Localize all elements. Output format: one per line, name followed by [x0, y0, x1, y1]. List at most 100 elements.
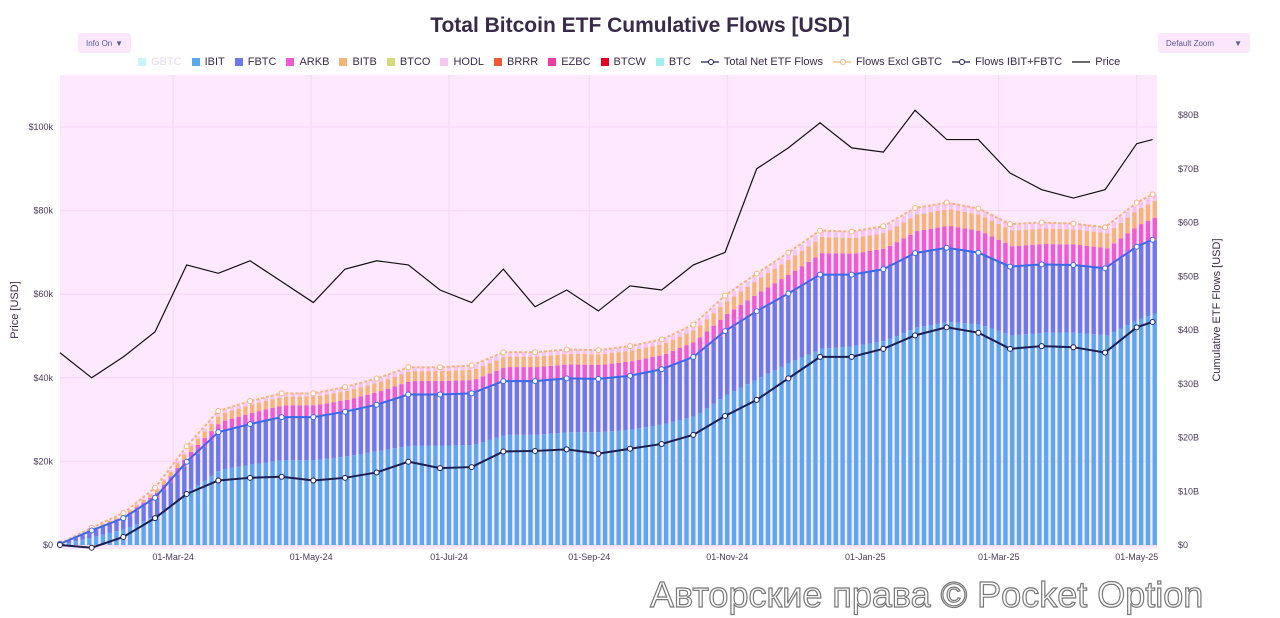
bar-ibit — [256, 463, 262, 545]
bar-fbtc — [148, 502, 153, 519]
bar-arkb — [697, 337, 703, 354]
bar-arkb — [1132, 228, 1137, 250]
bar-hodl — [948, 203, 954, 210]
bar-ibit — [704, 408, 710, 545]
bar-fbtc — [1037, 264, 1042, 334]
info-dropdown[interactable]: Info On ▼ — [78, 33, 131, 53]
bar-ibit — [643, 427, 648, 545]
bar-bitb — [623, 351, 628, 362]
bar-fbtc — [1010, 266, 1015, 336]
legend-item[interactable]: BTCO — [386, 56, 430, 68]
left-tick-label: $40k — [33, 373, 53, 383]
bar-arkb — [921, 229, 927, 252]
legend-item[interactable]: Flows Excl GBTC — [832, 56, 942, 68]
bar-fbtc — [1003, 263, 1008, 334]
bar-arkb — [568, 364, 574, 379]
bar-bitb — [962, 212, 967, 229]
legend-item[interactable]: ARKB — [286, 56, 329, 68]
bar-arkb — [901, 238, 906, 261]
bar-fbtc — [684, 360, 689, 419]
legend-item[interactable]: Flows IBIT+FBTC — [952, 56, 1062, 68]
bar-fbtc — [1043, 264, 1049, 333]
bar-ibit — [148, 518, 153, 545]
bar-arkb — [894, 242, 900, 264]
bar-bitb — [399, 374, 404, 385]
bar-ibit — [731, 391, 737, 545]
bar-arkb — [209, 431, 214, 441]
flows-ibit-fbtc-marker — [975, 249, 982, 256]
bar-hodl — [148, 493, 153, 495]
legend-item[interactable]: HODL — [440, 56, 484, 68]
bar-arkb — [372, 392, 377, 406]
watermark: Авторские права © Pocket Option — [649, 574, 1204, 615]
bar-hodl — [1111, 222, 1117, 229]
legend-item[interactable]: Price — [1072, 56, 1120, 68]
bar-fbtc — [976, 252, 981, 325]
bar-ibit — [250, 464, 255, 545]
bar-fbtc — [697, 353, 703, 413]
legend-label: Price — [1095, 56, 1121, 68]
bar-ibit — [385, 449, 391, 545]
bar-bitb — [535, 356, 540, 368]
legend-item[interactable]: BTCW — [600, 56, 646, 68]
bar-fbtc — [487, 387, 492, 440]
legend-item[interactable]: Total Net ETF Flows — [700, 56, 823, 68]
bar-hodl — [650, 341, 655, 347]
bar-bitb — [901, 222, 906, 239]
bar-hodl — [93, 526, 99, 528]
bar-ibit — [623, 430, 628, 545]
bar-hodl — [541, 351, 547, 356]
bar-bitb — [860, 236, 866, 253]
bar-fbtc — [962, 250, 967, 324]
bar-fbtc — [826, 274, 832, 349]
bar-arkb — [277, 406, 282, 419]
legend-item[interactable]: IBIT — [191, 56, 225, 68]
x-tick-label: 01-May-24 — [290, 552, 333, 562]
bar-ibit — [1037, 333, 1042, 545]
bar-bitb — [148, 494, 153, 498]
bar-ibit — [399, 447, 404, 545]
legend-item[interactable]: GBTC — [138, 56, 182, 68]
bar-fbtc — [338, 412, 343, 458]
bar-fbtc — [813, 278, 818, 352]
legend-item[interactable]: BRRR — [494, 56, 538, 68]
bar-bitb — [867, 235, 872, 251]
zoom-dropdown[interactable]: Default Zoom ▼ — [1158, 33, 1250, 53]
bar-arkb — [345, 399, 350, 412]
bar-ibit — [833, 347, 839, 545]
flows-ibit-fbtc-marker — [753, 308, 760, 315]
bar-ibit — [168, 505, 173, 545]
bar-hodl — [616, 347, 621, 353]
bar-fbtc — [663, 368, 669, 424]
right-tick-label: $80B — [1178, 110, 1199, 120]
bar-bitb — [100, 524, 106, 526]
bar-bitb — [704, 319, 710, 332]
bar-ibit — [915, 327, 920, 545]
bar-ibit — [718, 399, 723, 545]
bar-hodl — [256, 399, 262, 403]
bar-bitb — [826, 237, 832, 254]
bar-fbtc — [250, 424, 255, 465]
bar-arkb — [433, 381, 438, 395]
bar-bitb — [609, 353, 615, 364]
flows-ibit-fbtc-marker — [247, 421, 254, 428]
bar-ibit — [562, 432, 567, 545]
bar-ibit — [616, 430, 621, 545]
bar-bitb — [908, 218, 913, 235]
bar-bitb — [1077, 230, 1083, 246]
bar-arkb — [331, 402, 336, 415]
bar-hodl — [745, 281, 750, 287]
bar-fbtc — [433, 394, 438, 446]
bar-ibit — [1125, 325, 1130, 545]
flows-excl-gbtc-marker — [753, 270, 760, 277]
bar-hodl — [799, 244, 805, 251]
legend-item[interactable]: FBTC — [234, 56, 276, 68]
bar-fbtc — [304, 417, 309, 461]
bar-bitb — [331, 393, 336, 403]
bar-fbtc — [480, 389, 486, 443]
legend-item[interactable]: EZBC — [548, 56, 591, 68]
legend-item[interactable]: BTC — [655, 56, 691, 68]
bar-fbtc — [209, 440, 214, 476]
flows-ibit-fbtc-marker — [532, 378, 539, 385]
legend-item[interactable]: BITB — [339, 56, 377, 68]
